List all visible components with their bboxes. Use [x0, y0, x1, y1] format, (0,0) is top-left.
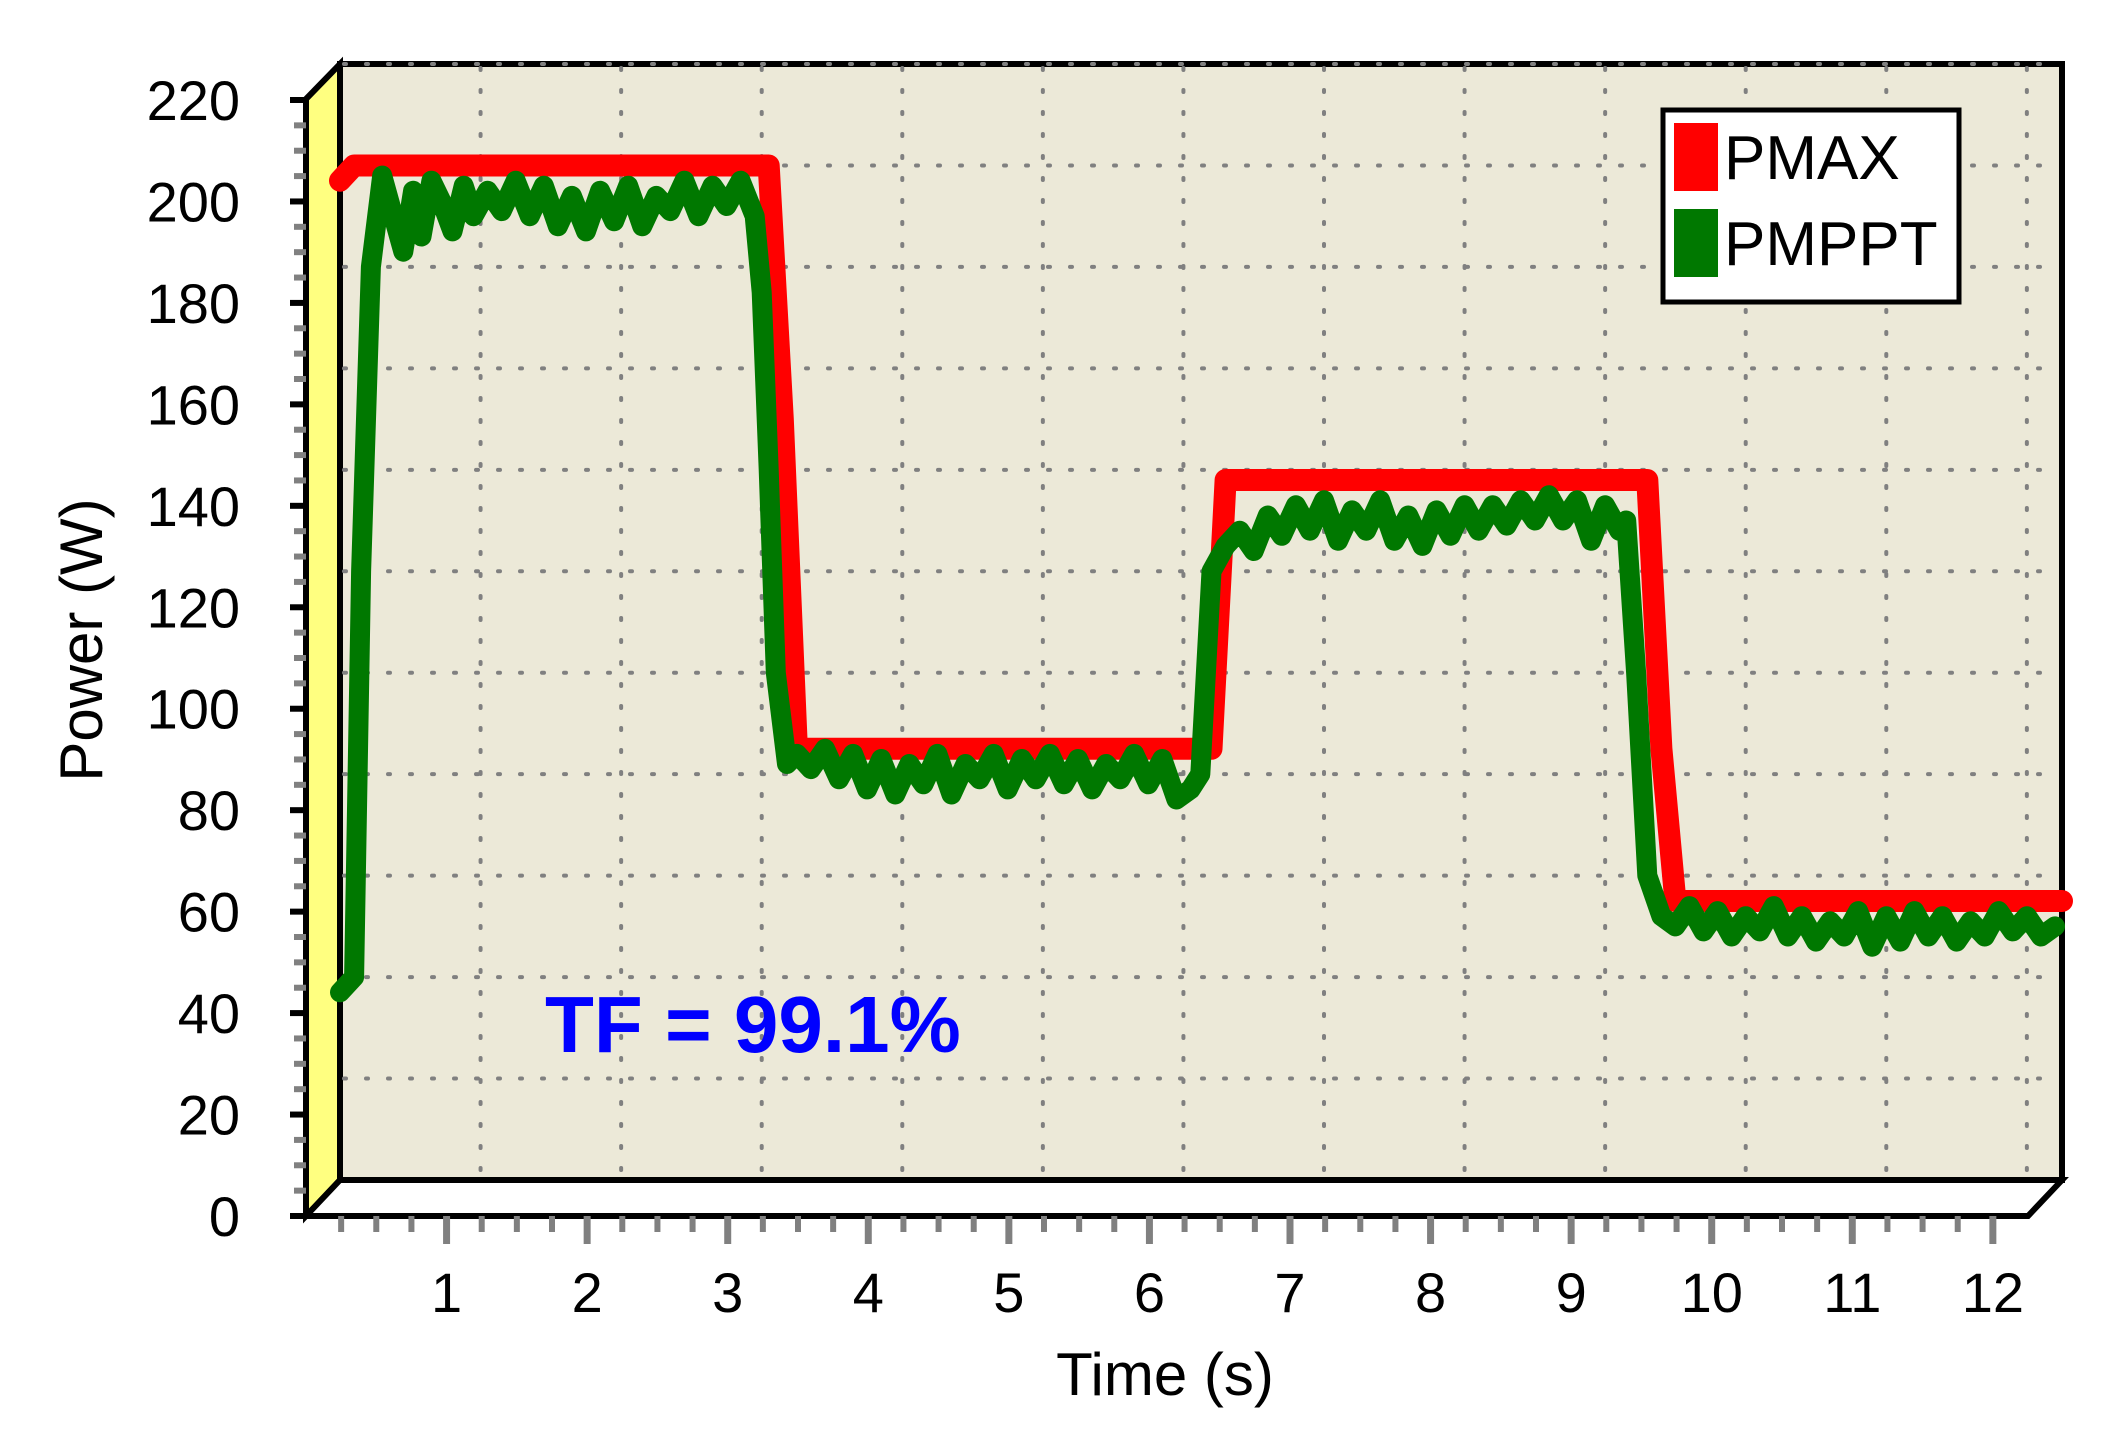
x-tick-label: 11 — [1823, 1261, 1881, 1324]
x-tick-label: 5 — [993, 1261, 1024, 1324]
y-tick-label: 120 — [147, 576, 240, 639]
y-tick-label: 20 — [178, 1084, 240, 1147]
x-tick-label: 12 — [1962, 1261, 2024, 1324]
x-tick-label: 8 — [1415, 1261, 1446, 1324]
x-axis-title: Time (s) — [1056, 1341, 1274, 1408]
y-tick-label: 220 — [147, 69, 240, 132]
legend-swatch-pmax — [1674, 123, 1718, 191]
y-tick-label: 140 — [147, 475, 240, 538]
x-tick-label: 9 — [1556, 1261, 1587, 1324]
legend: PMAX PMPPT — [1660, 107, 1962, 305]
y-tick-label: 80 — [178, 779, 240, 842]
x-tick-label: 4 — [853, 1261, 884, 1324]
legend-label-pmax: PMAX — [1724, 124, 1900, 193]
legend-label-pmppt: PMPPT — [1724, 210, 1938, 279]
x-tick-label: 3 — [712, 1261, 743, 1324]
tracking-factor-annotation: TF = 99.1% — [545, 980, 961, 1069]
y-tick-label: 180 — [147, 272, 240, 335]
x-tick-label: 2 — [572, 1261, 603, 1324]
y-axis-title: Power (W) — [48, 498, 115, 781]
y-tick-label: 40 — [178, 982, 240, 1045]
y-tick-label: 160 — [147, 373, 240, 436]
y-axis: 0 20 40 60 80 100 120 140 160 200 180 220 — [147, 69, 306, 1248]
y-tick-label: 60 — [178, 881, 240, 944]
legend-swatch-pmppt — [1674, 209, 1718, 277]
series-line-pmppt — [330, 165, 2065, 1003]
x-tick-label: 7 — [1274, 1261, 1305, 1324]
x-tick-label: 10 — [1681, 1261, 1743, 1324]
y-tick-label: 0 — [209, 1185, 240, 1248]
series-layer — [329, 154, 2073, 1003]
x-axis: 1 2 3 4 5 6 7 8 9 10 11 12 — [338, 1216, 2024, 1324]
x-tick-label: 1 — [431, 1261, 462, 1324]
y-tick-label: 200 — [147, 170, 240, 233]
x-tick-label: 6 — [1134, 1261, 1165, 1324]
gridlines — [342, 62, 2060, 1178]
y-tick-label: 100 — [147, 678, 240, 741]
plot-floor — [299, 1177, 2069, 1219]
plot-left-wall — [303, 56, 343, 1224]
